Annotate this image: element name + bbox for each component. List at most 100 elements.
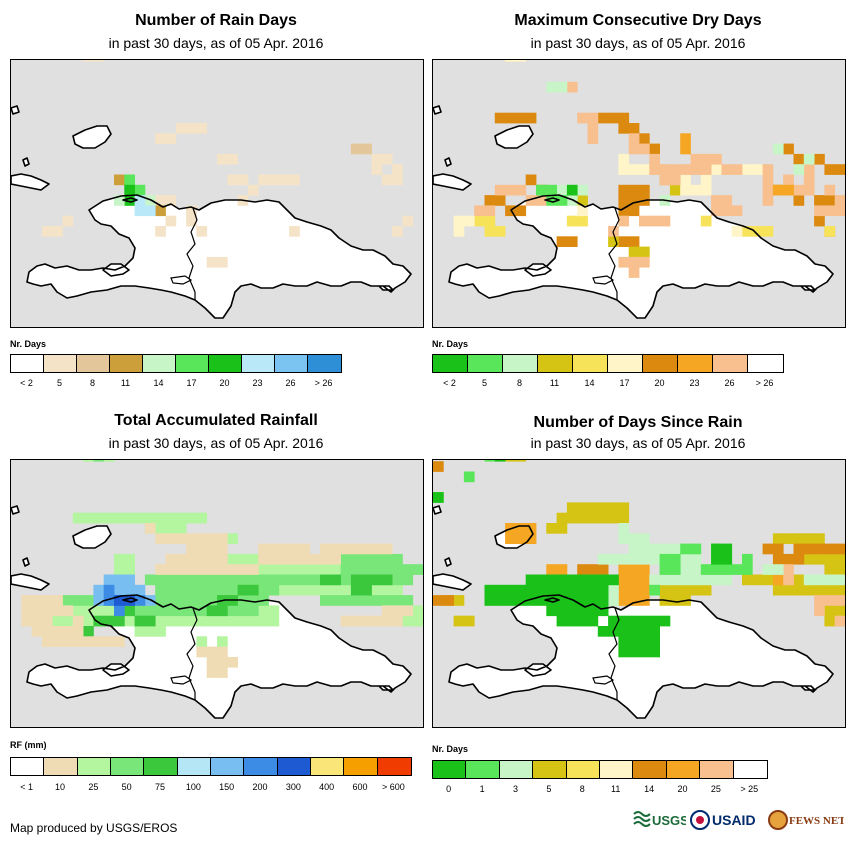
land-fill bbox=[11, 106, 411, 318]
legend-tick-label: > 26 bbox=[314, 378, 333, 388]
legend-swatch bbox=[210, 758, 245, 775]
data-cell bbox=[659, 574, 671, 586]
legend-swatch bbox=[678, 355, 713, 372]
legend-swatch bbox=[468, 355, 503, 372]
data-cell bbox=[772, 143, 784, 155]
data-cell bbox=[618, 123, 630, 134]
legend-tick-label: 14 bbox=[153, 378, 164, 388]
data-cell bbox=[72, 636, 84, 647]
lake-outline bbox=[170, 275, 193, 285]
data-cell bbox=[114, 195, 125, 206]
data-cell bbox=[618, 626, 630, 637]
data-cell bbox=[639, 184, 650, 196]
data-cell bbox=[381, 543, 393, 555]
data-cell bbox=[196, 615, 208, 627]
data-cell bbox=[783, 574, 794, 586]
data-cell bbox=[217, 667, 228, 678]
data-cell bbox=[392, 564, 403, 575]
data-cell bbox=[834, 553, 845, 565]
data-cell bbox=[824, 595, 836, 606]
data-cell bbox=[206, 256, 218, 268]
data-cell bbox=[494, 112, 506, 124]
legend-swatch bbox=[538, 355, 573, 372]
data-cell bbox=[247, 553, 259, 565]
data-cell bbox=[669, 584, 681, 596]
data-cell bbox=[103, 595, 115, 606]
data-cell bbox=[320, 543, 331, 555]
data-cell bbox=[793, 574, 805, 586]
data-cell bbox=[206, 667, 218, 678]
data-cell bbox=[381, 584, 393, 596]
data-cell bbox=[587, 564, 599, 575]
data-cell bbox=[114, 512, 125, 524]
data-cell bbox=[237, 584, 249, 596]
data-cell bbox=[41, 636, 53, 647]
data-cell bbox=[258, 553, 269, 565]
data-cell bbox=[175, 595, 187, 606]
data-cell bbox=[628, 256, 640, 268]
data-cell bbox=[649, 153, 660, 165]
data-cell bbox=[649, 646, 660, 658]
data-cell bbox=[484, 595, 496, 606]
data-cell bbox=[227, 574, 238, 586]
data-cell bbox=[186, 574, 197, 586]
data-cell bbox=[834, 595, 845, 606]
data-cell bbox=[546, 605, 557, 617]
data-cell bbox=[165, 564, 177, 575]
data-cell bbox=[639, 133, 650, 144]
legend-tick-label: > 25 bbox=[740, 784, 759, 794]
data-cell bbox=[649, 543, 660, 555]
data-cell bbox=[443, 595, 454, 606]
data-cell bbox=[639, 143, 650, 155]
data-cell bbox=[793, 553, 805, 565]
data-cell bbox=[618, 595, 630, 606]
legend-tick-label: 25 bbox=[88, 782, 99, 792]
legend-swatch bbox=[566, 761, 600, 778]
data-cell bbox=[556, 615, 568, 627]
data-cell bbox=[412, 564, 423, 575]
data-cell bbox=[62, 615, 74, 627]
data-cell bbox=[463, 471, 475, 483]
data-cell bbox=[577, 584, 588, 596]
data-cell bbox=[206, 543, 218, 555]
data-cell bbox=[772, 543, 784, 555]
data-cell bbox=[433, 492, 444, 503]
panel-title: Total Accumulated Rainfall bbox=[114, 412, 318, 429]
data-cell bbox=[484, 226, 496, 237]
data-cell bbox=[237, 574, 249, 586]
legend-label: Nr. Days bbox=[432, 744, 469, 754]
data-cell bbox=[762, 184, 774, 196]
data-cell bbox=[278, 553, 290, 565]
data-cell bbox=[392, 574, 403, 586]
data-cell bbox=[144, 605, 156, 617]
data-cell bbox=[268, 564, 280, 575]
data-cell bbox=[175, 564, 187, 575]
data-cell bbox=[340, 615, 352, 627]
data-cell bbox=[350, 574, 362, 586]
data-cell bbox=[371, 564, 383, 575]
data-cell bbox=[814, 195, 825, 206]
data-cell bbox=[803, 584, 815, 596]
data-cell bbox=[114, 615, 125, 627]
data-cell bbox=[793, 195, 805, 206]
data-cell bbox=[103, 615, 115, 627]
legend-tick-label: 400 bbox=[319, 782, 335, 792]
data-cell bbox=[566, 215, 578, 227]
data-cell bbox=[690, 584, 702, 596]
data-cell bbox=[381, 595, 393, 606]
data-cell bbox=[556, 512, 568, 524]
data-cell bbox=[217, 646, 228, 658]
data-cell bbox=[258, 574, 269, 586]
data-cell bbox=[587, 595, 599, 606]
data-cell bbox=[803, 153, 815, 165]
data-cell bbox=[268, 605, 280, 617]
data-cell bbox=[680, 143, 691, 155]
data-cell bbox=[165, 133, 177, 144]
data-cell bbox=[814, 215, 825, 227]
data-cell bbox=[577, 205, 588, 217]
data-cell bbox=[515, 184, 527, 196]
data-cell bbox=[803, 174, 815, 186]
data-cell bbox=[711, 553, 722, 565]
data-cell bbox=[41, 605, 53, 617]
legend-label: Nr. Days bbox=[10, 339, 47, 349]
